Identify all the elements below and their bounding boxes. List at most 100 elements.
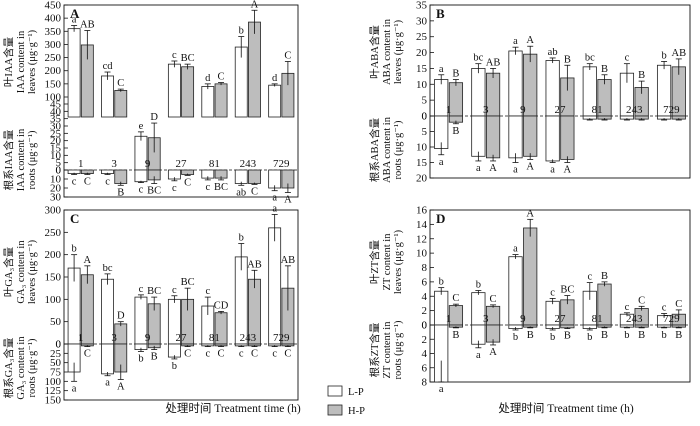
- panel-c-letter: C: [70, 211, 79, 226]
- panel-b-ytick-label: 5: [422, 126, 428, 138]
- sig-letter-c: C: [184, 349, 191, 360]
- sig-letter-a: D: [150, 112, 158, 123]
- ylabel-en-c: GA₃ content in: [16, 336, 27, 400]
- panel-d-letter: D: [436, 211, 445, 226]
- sig-letter-d: b: [513, 332, 518, 343]
- category-label-a: 81: [209, 158, 220, 170]
- bar-b-lower-l-p: [545, 115, 560, 162]
- category-label-b: 1: [446, 104, 452, 116]
- bar-a-upper-l-p: [101, 75, 114, 118]
- bar-c-upper-l-p: [268, 227, 282, 345]
- category-label-b: 729: [663, 104, 680, 116]
- sig-letter-a: C: [251, 186, 258, 197]
- category-label-b: 243: [626, 104, 643, 116]
- bar-a-lower-h-p: [114, 169, 128, 184]
- sig-letter-d: B: [675, 330, 682, 341]
- ylabel-cn-c: 叶GA₃含量: [2, 246, 15, 297]
- sig-letter-a: C: [117, 78, 124, 89]
- bar-b-lower-l-p: [471, 115, 486, 157]
- ylabel-en-d: leaves (μg·g⁻¹): [393, 229, 404, 294]
- panel-c-ytick-label: 300: [45, 205, 62, 217]
- category-label-d: 243: [626, 313, 643, 325]
- panel-d-ytick-label: 8: [422, 377, 428, 389]
- sig-letter-c: c: [205, 286, 210, 297]
- sig-letter-a: c: [205, 182, 210, 193]
- category-label-a: 27: [176, 158, 188, 170]
- category-label-b: 81: [592, 104, 603, 116]
- sig-letter-d: c: [625, 302, 630, 313]
- sig-letter-c: c: [239, 349, 244, 360]
- panel-d-ytick-label: 4: [422, 291, 428, 303]
- category-label-d: 1: [446, 313, 452, 325]
- bar-a-upper-h-p: [114, 90, 128, 118]
- sig-letter-d: b: [624, 330, 629, 341]
- category-label-a: 9: [145, 158, 151, 170]
- category-label-c: 243: [240, 332, 257, 344]
- sig-letter-a: ab: [236, 187, 246, 198]
- sig-letter-a: A: [284, 195, 292, 206]
- x-axis-title-left: 处理时间 Treatment time (h): [165, 402, 300, 415]
- sig-letter-a: c: [172, 50, 177, 61]
- bar-a-lower-l-p: [234, 169, 248, 184]
- panel-a-frame: [63, 4, 299, 198]
- bar-d-upper-h-p: [523, 227, 538, 326]
- panel-b-ytick-label: 0: [422, 111, 428, 123]
- sig-letter-b: A: [564, 165, 572, 176]
- sig-letter-b: AB: [486, 57, 501, 68]
- sig-letter-b: a: [439, 64, 444, 75]
- sig-letter-a: c: [172, 183, 177, 194]
- category-label-d: 9: [520, 313, 526, 325]
- panel-b-ytick-label: 35: [416, 0, 428, 12]
- category-label-a: 729: [273, 158, 290, 170]
- panel-b-ytick-label: 25: [416, 31, 428, 43]
- sig-letter-d: A: [526, 208, 534, 219]
- panel-a-ytick-label: 10: [50, 174, 62, 186]
- panel-a-ytick-label: 300: [45, 39, 62, 51]
- sig-letter-c: a: [72, 383, 77, 394]
- sig-letter-a: c: [105, 177, 110, 188]
- sig-letter-a: a: [72, 15, 77, 26]
- panel-a-ytick-label: 5: [56, 157, 62, 169]
- sig-letter-a: BC: [181, 53, 195, 64]
- sig-letter-b: B: [601, 64, 608, 75]
- sig-letter-d: BC: [560, 285, 574, 296]
- ylabel-en-d: ZT content in: [382, 321, 393, 379]
- sig-letter-a: c: [139, 185, 144, 196]
- category-label-c: 27: [176, 332, 188, 344]
- bar-a-upper-l-p: [268, 84, 282, 118]
- panel-c-ytick-label: 0: [56, 339, 62, 351]
- panel-d-ytick-label: 0: [422, 320, 428, 332]
- panel-c-ytick-label: 0: [56, 339, 62, 351]
- bar-a-upper-h-p: [181, 66, 195, 118]
- sig-letter-c: c: [205, 349, 210, 360]
- sig-letter-a: C: [84, 177, 91, 188]
- sig-letter-b: a: [550, 165, 555, 176]
- panel-a-ytick-label: 30: [50, 192, 62, 204]
- sig-letter-d: C: [638, 295, 645, 306]
- sig-letter-c: C: [218, 349, 225, 360]
- sig-letter-d: c: [662, 303, 667, 314]
- sig-letter-b: AB: [671, 48, 686, 59]
- sig-letter-d: B: [452, 330, 459, 341]
- sig-letter-c: C: [84, 349, 91, 360]
- panel-c-ytick-label: 100: [45, 376, 62, 388]
- panel-b-ytick-label: 15: [416, 63, 428, 75]
- panel-d-ytick-label: 2: [422, 334, 428, 346]
- sig-letter-c: AB: [247, 259, 262, 270]
- sig-letter-c: bc: [103, 263, 113, 274]
- sig-letter-b: A: [526, 161, 534, 172]
- ylabel-en-a: roots (μg·g⁻¹): [27, 130, 38, 189]
- legend-label-hp: H-P: [348, 406, 365, 417]
- bar-a-upper-l-p: [167, 63, 181, 118]
- panel-a-ytick-label: 20: [50, 135, 62, 147]
- bar-a-upper-h-p: [248, 21, 261, 118]
- panel-d-ytick-label: 8: [422, 262, 428, 274]
- sig-letter-d: B: [564, 331, 571, 342]
- panel-b-ytick-label: 15: [416, 157, 428, 169]
- bar-b-lower-h-p: [560, 115, 575, 160]
- ylabel-en-a: IAA content in: [16, 30, 27, 93]
- legend-label-lp: L-P: [348, 387, 364, 398]
- sig-letter-a: B: [117, 187, 124, 198]
